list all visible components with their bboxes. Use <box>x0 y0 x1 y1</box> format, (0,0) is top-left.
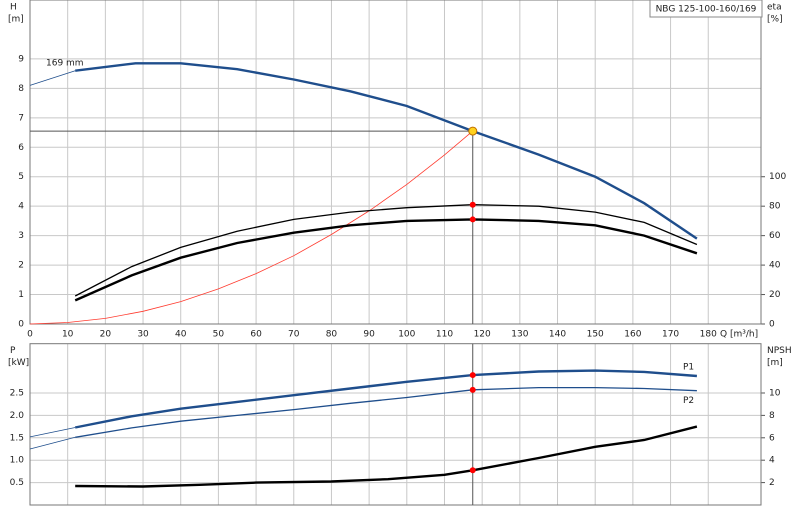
y2-tick-label: 6 <box>769 433 775 443</box>
duty-point <box>469 216 476 223</box>
y-tick-label: 2 <box>18 261 24 271</box>
y-tick-label: 2.0 <box>10 411 25 421</box>
y-axis-unit: [kW] <box>8 358 29 368</box>
x-tick-label: 0 <box>27 330 33 340</box>
y2-axis-label: eta <box>767 3 782 13</box>
x-tick-label: 50 <box>213 330 225 340</box>
y-tick-label: 1 <box>18 290 24 300</box>
duty-point <box>469 201 476 208</box>
x-tick-label: 130 <box>511 330 528 340</box>
y-tick-label: 0 <box>18 320 24 330</box>
y-tick-label: 3 <box>18 231 24 241</box>
y-tick-label: 8 <box>18 84 24 94</box>
y2-tick-label: 20 <box>769 290 781 300</box>
model-label: NBG 125-100-160/169 <box>656 5 757 15</box>
y2-tick-label: 4 <box>769 456 775 466</box>
series-line <box>29 427 76 438</box>
x-tick-label: 60 <box>250 330 262 340</box>
series-line <box>75 62 698 240</box>
duty-point <box>468 126 478 136</box>
series-line <box>74 369 697 429</box>
y-tick-label: 1.0 <box>10 456 25 466</box>
x-tick-label: 20 <box>100 330 112 340</box>
y2-tick-label: 0 <box>769 320 775 330</box>
y2-tick-label: 100 <box>769 172 786 182</box>
series-line <box>74 204 698 297</box>
x-tick-label: 120 <box>474 330 491 340</box>
duty-point <box>469 467 476 474</box>
series-line <box>74 218 698 302</box>
y-tick-label: 6 <box>18 143 24 153</box>
y2-tick-label: 8 <box>769 411 775 421</box>
y2-tick-label: 40 <box>769 261 781 271</box>
series-line <box>29 436 76 450</box>
x-tick-label: 10 <box>62 330 74 340</box>
y-tick-label: 5 <box>18 172 24 182</box>
duty-point <box>469 372 476 379</box>
y-tick-label: 1.5 <box>10 433 24 443</box>
x-tick-label: 170 <box>662 330 679 340</box>
y2-axis-label: NPSH <box>767 346 792 356</box>
plot-frame <box>29 0 762 325</box>
series-label: P2 <box>683 396 694 406</box>
model-box <box>649 0 763 18</box>
x-tick-label: 40 <box>175 330 187 340</box>
series-line <box>75 386 697 438</box>
y-axis-label: P <box>10 346 16 356</box>
duty-point <box>469 386 476 393</box>
y-tick-label: 4 <box>18 202 24 212</box>
series-line <box>29 130 473 325</box>
x-tick-label: 110 <box>436 330 453 340</box>
annotation: 169 mm <box>46 59 84 69</box>
y2-tick-label: 2 <box>769 478 775 488</box>
y2-axis-unit: [m] <box>767 358 783 368</box>
y-axis-label: H <box>10 3 17 13</box>
plot: 0.5 1.0 1.5 2.0 2.5 2 4 6 8 10 P [kW] NPSH [m] P1 P2 <box>8 343 792 506</box>
x-tick-label: 70 <box>288 330 300 340</box>
x-axis-label: Q [m³/h] <box>720 330 758 340</box>
y-tick-label: 2.5 <box>10 388 24 398</box>
y-tick-label: 0.5 <box>10 478 24 488</box>
x-tick-label: 80 <box>326 330 338 340</box>
y2-tick-label: 80 <box>769 202 781 212</box>
y-axis-unit: [m] <box>8 15 24 25</box>
y-tick-label: 7 <box>18 113 24 123</box>
y-tick-label: 9 <box>18 54 24 64</box>
series-label: P1 <box>683 362 694 372</box>
series-line <box>75 425 698 488</box>
x-tick-label: 140 <box>549 330 566 340</box>
x-tick-label: 90 <box>363 330 375 340</box>
y2-axis-unit: [%] <box>767 15 783 25</box>
series-line <box>29 70 76 86</box>
x-tick-label: 30 <box>137 330 149 340</box>
x-tick-label: 100 <box>398 330 415 340</box>
y2-tick-label: 10 <box>769 388 781 398</box>
plot: 0 10 20 30 40 50 60 70 80 90 100 110 120 130 140 150 160… <box>8 0 786 340</box>
plot-frame <box>29 343 762 506</box>
x-tick-label: 160 <box>624 330 641 340</box>
x-tick-label: 180 <box>700 330 717 340</box>
y2-tick-label: 60 <box>769 231 781 241</box>
x-tick-label: 150 <box>587 330 604 340</box>
